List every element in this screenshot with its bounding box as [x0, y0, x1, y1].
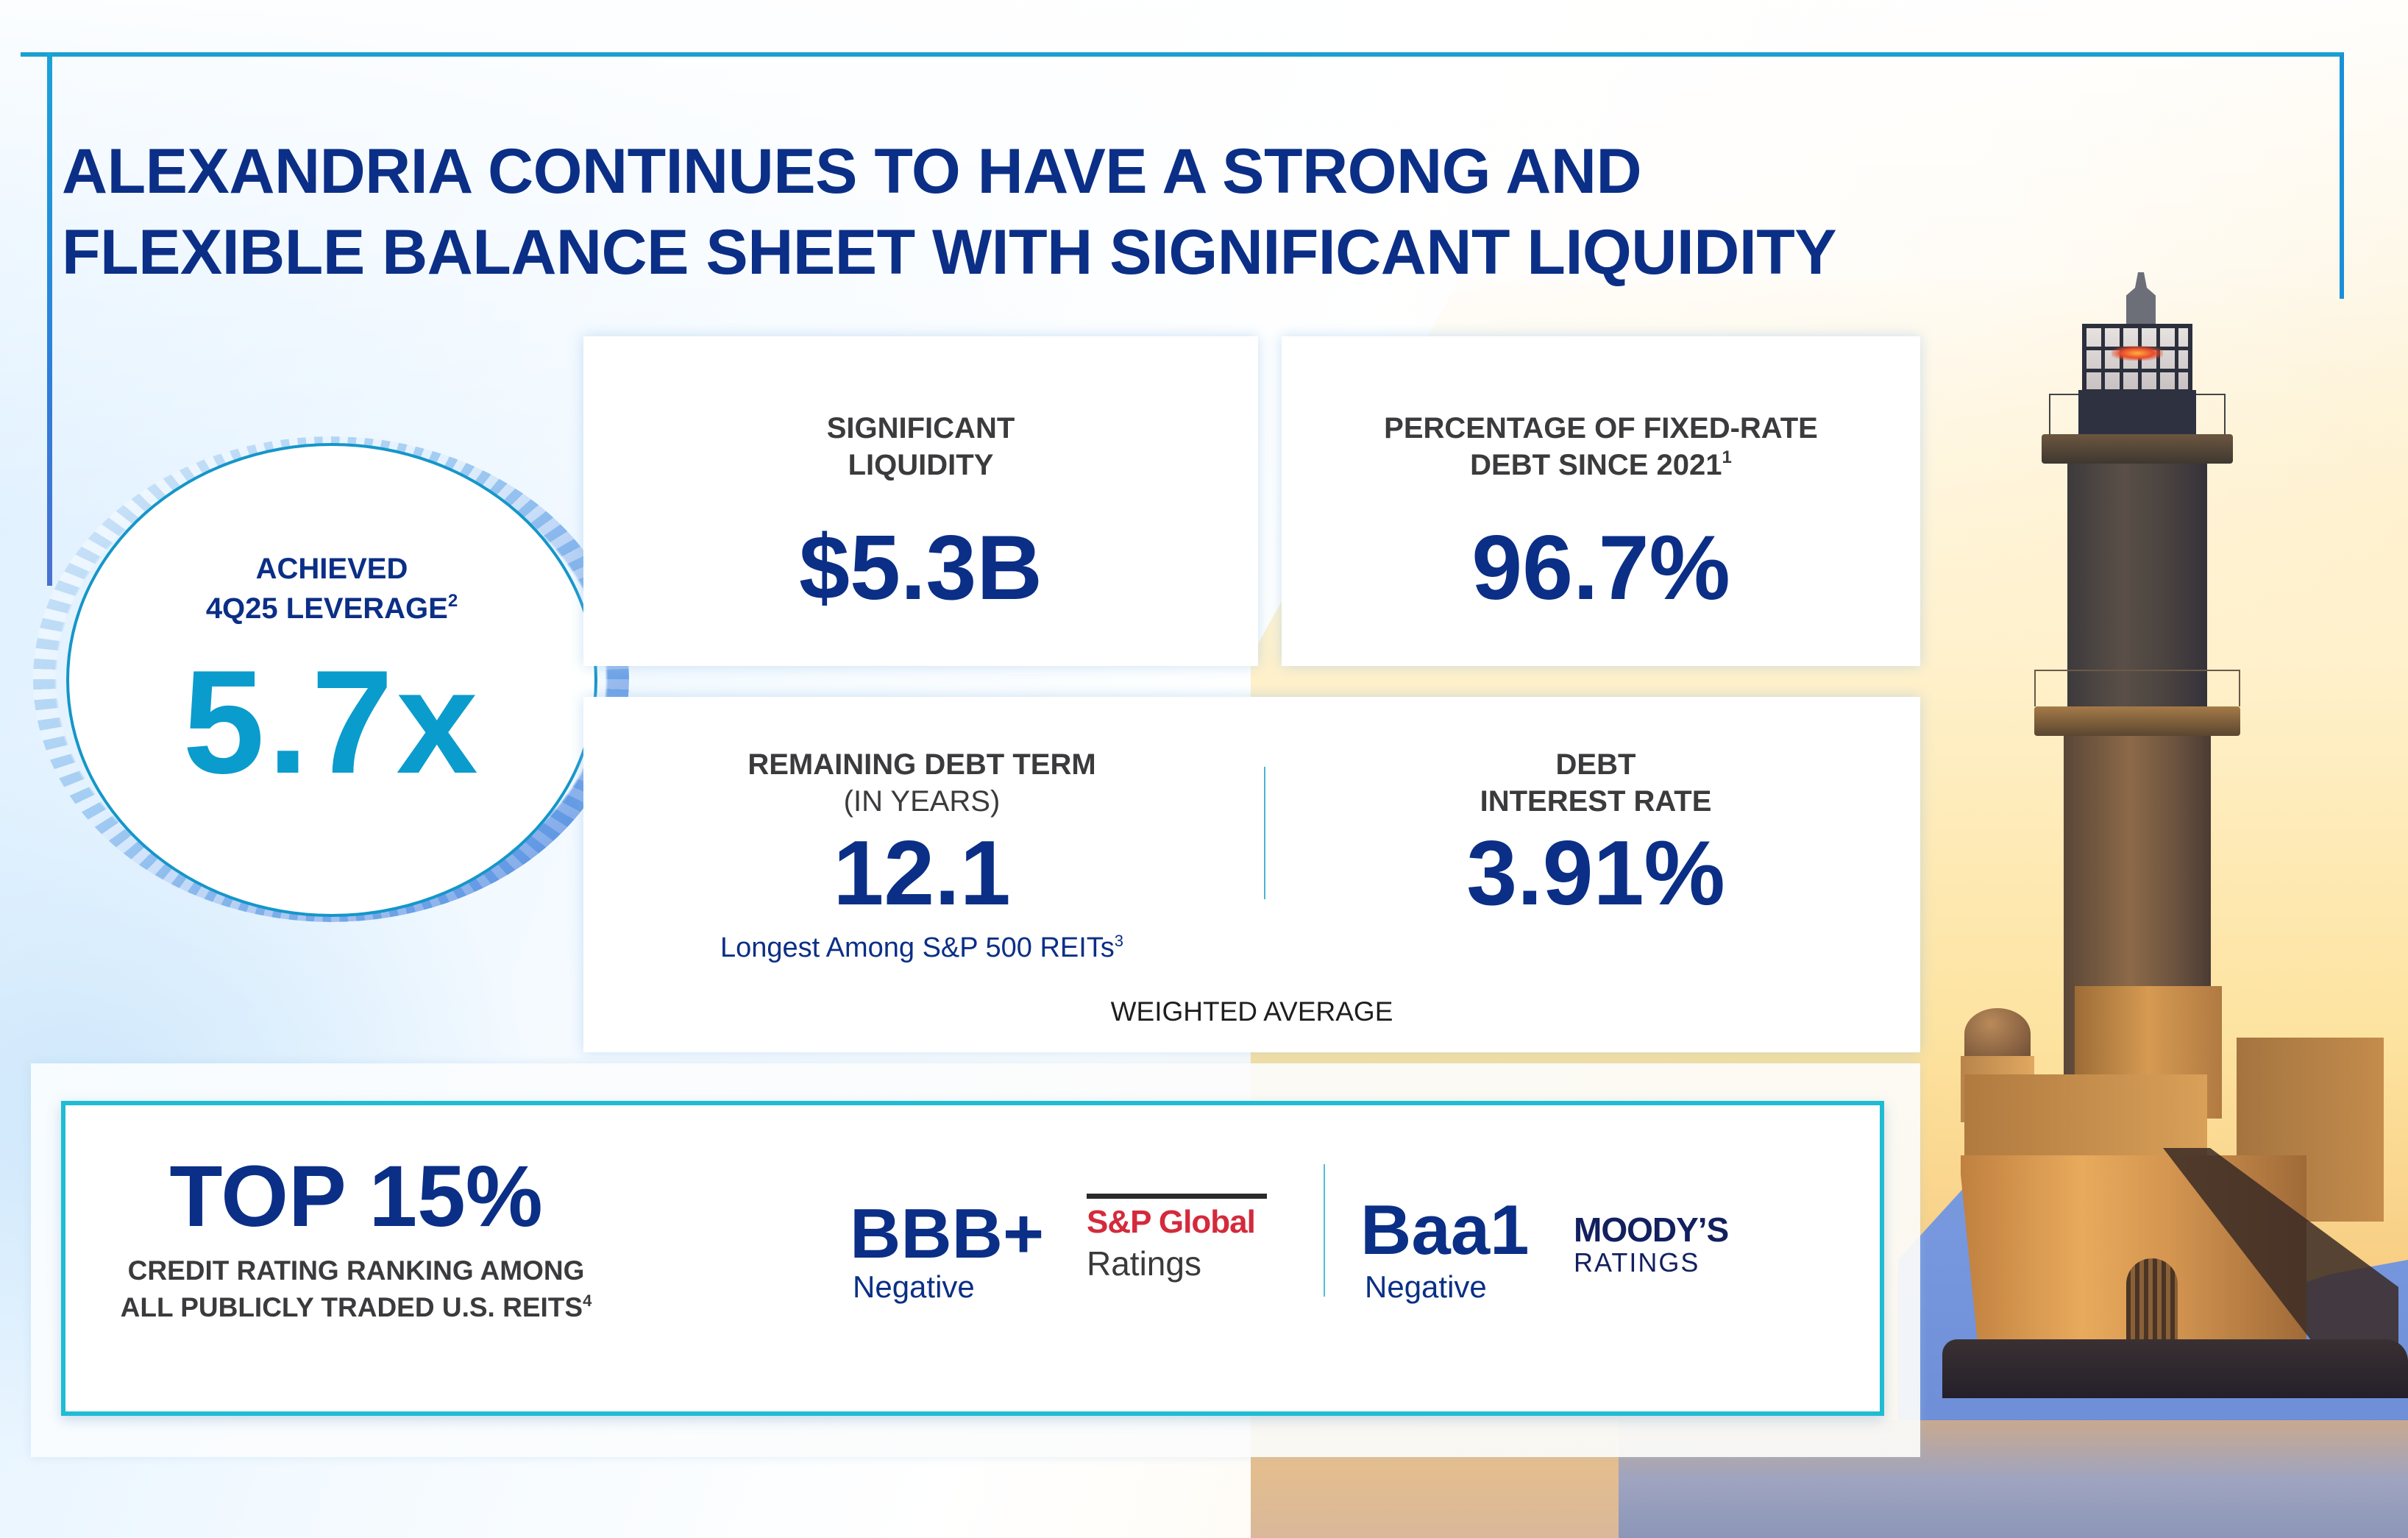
weighted-average-caption: WEIGHTED AVERAGE: [1110, 996, 1393, 1027]
moodys-logo-sub: RATINGS: [1574, 1247, 1700, 1277]
credit-ratings-box: TOP 15% CREDIT RATING RANKING AMONG ALL …: [61, 1101, 1884, 1416]
interest-rate-value: 3.91%: [1466, 823, 1725, 924]
leverage-label: ACHIEVED 4Q25 LEVERAGE2: [205, 553, 458, 625]
interest-rate-label: DEBT INTEREST RATE: [1480, 748, 1712, 818]
title-frame-left-accent: [47, 52, 52, 586]
sp-rating-value: BBB+: [850, 1194, 1045, 1273]
page-title: ALEXANDRIA CONTINUES TO HAVE A STRONG AN…: [62, 131, 2195, 293]
page-title-line-1: ALEXANDRIA CONTINUES TO HAVE A STRONG AN…: [62, 136, 1642, 207]
debt-term-note: Longest Among S&P 500 REITs3: [720, 932, 1124, 963]
fixed-rate-card: PERCENTAGE OF FIXED-RATE DEBT SINCE 2021…: [1282, 336, 1920, 666]
fixed-rate-value: 96.7%: [1471, 517, 1730, 619]
footnote-marker: 3: [1114, 932, 1124, 950]
footnote-marker: 4: [583, 1291, 592, 1310]
ratings-divider: [1324, 1164, 1325, 1297]
moodys-rating-outlook: Negative: [1365, 1269, 1487, 1304]
debt-term-label: REMAINING DEBT TERM (IN YEARS): [747, 748, 1096, 818]
footnote-marker: 1: [1722, 447, 1732, 467]
sp-global-logo-sub: Ratings: [1087, 1244, 1201, 1283]
credit-description: CREDIT RATING RANKING AMONG ALL PUBLICLY…: [120, 1255, 592, 1322]
divider: [1264, 767, 1265, 899]
sp-rating-outlook: Negative: [853, 1269, 975, 1304]
liquidity-value: $5.3B: [799, 517, 1043, 619]
liquidity-card: SIGNIFICANT LIQUIDITY $5.3B: [583, 336, 1258, 666]
liquidity-label: SIGNIFICANT LIQUIDITY: [826, 412, 1015, 481]
credit-headline: TOP 15%: [169, 1148, 543, 1245]
sp-logo-rule: [1087, 1194, 1267, 1199]
page-title-line-2: FLEXIBLE BALANCE SHEET WITH SIGNIFICANT …: [62, 217, 1837, 288]
interest-rate-section: DEBT INTEREST RATE 3.91%: [1271, 697, 1920, 1052]
sp-global-logo: S&P Global: [1087, 1204, 1256, 1240]
weighted-average-card: REMAINING DEBT TERM (IN YEARS) 12.1 Long…: [583, 697, 1920, 1052]
debt-term-value: 12.1: [833, 823, 1011, 924]
fortress-image: [1942, 986, 2408, 1398]
title-frame: [21, 52, 2344, 299]
moodys-rating-value: Baa1: [1360, 1191, 1530, 1269]
footnote-marker: 2: [447, 591, 458, 611]
leverage-value: 5.7x: [182, 640, 481, 804]
debt-term-section: REMAINING DEBT TERM (IN YEARS) 12.1 Long…: [583, 697, 1260, 1052]
moodys-logo: MOODY’S: [1574, 1211, 1729, 1249]
fixed-rate-label: PERCENTAGE OF FIXED-RATE DEBT SINCE 2021…: [1384, 412, 1818, 481]
leverage-circle: ACHIEVED 4Q25 LEVERAGE2 5.7x: [66, 443, 597, 917]
